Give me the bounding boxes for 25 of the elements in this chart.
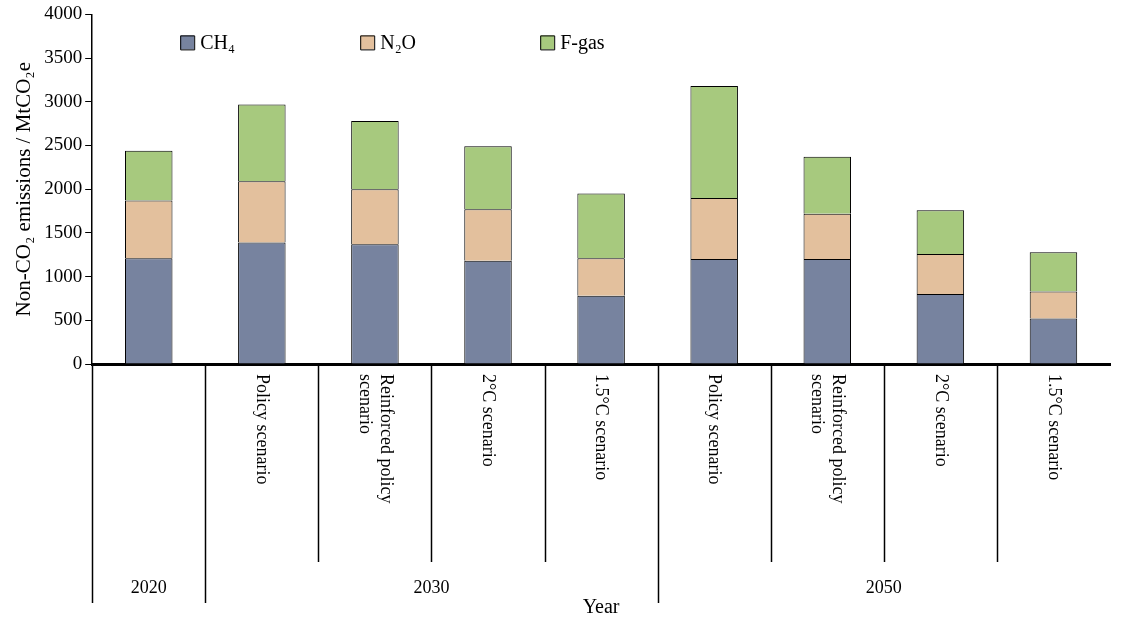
x-tick-label: 1.5°C scenario bbox=[592, 374, 613, 481]
x-axis-title: Year bbox=[582, 595, 620, 618]
x-tick-label: 1.5°C scenario bbox=[1044, 374, 1065, 481]
x-tick-label: Reinforced policy scenario bbox=[355, 374, 397, 504]
y-tick-label: 2500 bbox=[44, 133, 83, 155]
x-tick-label: Policy scenario bbox=[705, 374, 726, 485]
y-tick-label: 4000 bbox=[44, 2, 83, 24]
text: 2020 bbox=[130, 576, 167, 597]
legend-label: CH₄ bbox=[200, 30, 235, 53]
y-tick-label: 2000 bbox=[44, 177, 83, 199]
x-tick-label: Reinforced policy scenario bbox=[808, 374, 850, 504]
y-tick-label: 1000 bbox=[44, 264, 83, 286]
y-tick-label: 3500 bbox=[44, 46, 83, 68]
text: 2030 bbox=[413, 576, 450, 597]
y-tick-label: 0 bbox=[72, 351, 83, 373]
y-tick-label: 500 bbox=[53, 308, 83, 330]
x-tick-label: 2°C scenario bbox=[479, 374, 500, 467]
legend-label: N₂O bbox=[380, 30, 417, 53]
y-tick-label: 1500 bbox=[44, 220, 83, 242]
legend-label: F-gas bbox=[560, 30, 605, 54]
y-tick-label: 3000 bbox=[44, 89, 83, 111]
y-axis-title: Non-CO₂ emissions / MtCO₂e bbox=[11, 62, 36, 317]
text: 2050 bbox=[865, 576, 902, 597]
x-tick-label: Policy scenario bbox=[253, 374, 274, 485]
x-tick-label: 2°C scenario bbox=[931, 374, 952, 467]
